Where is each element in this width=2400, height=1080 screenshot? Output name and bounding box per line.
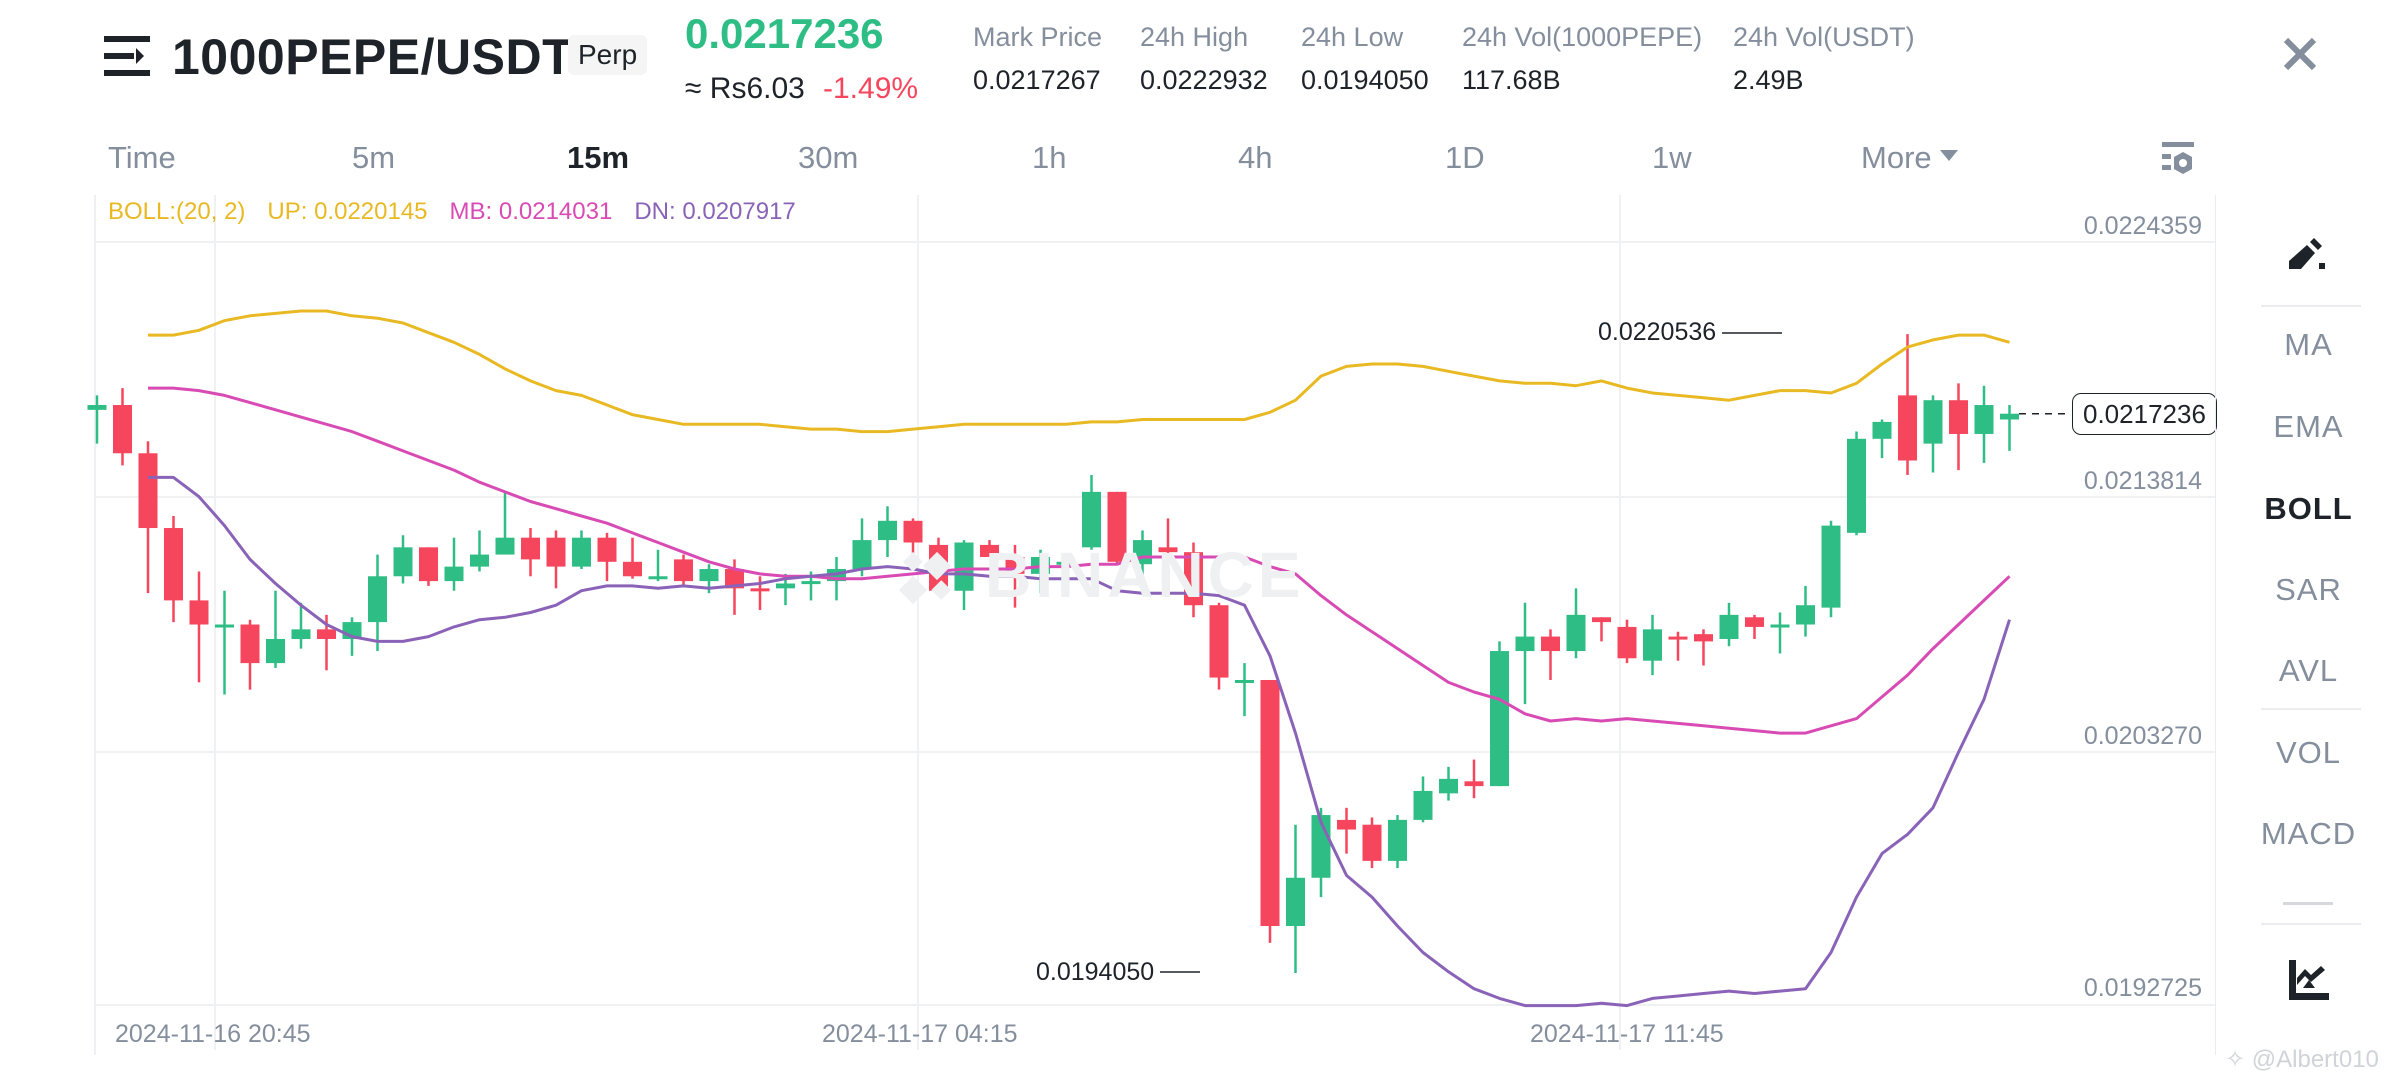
candlestick-chart[interactable]: [0, 0, 2215, 1060]
tab-more-label: More: [1861, 140, 1932, 175]
stat-value: 0.0222932: [1140, 65, 1268, 95]
tab-1d[interactable]: 1D: [1445, 140, 1485, 175]
stat-label: Mark Price: [973, 22, 1103, 52]
binance-small-logo-icon: ✧: [2225, 1046, 2252, 1073]
sidebar-more-cutoff[interactable]: [2283, 902, 2333, 905]
credit-watermark: ✧ @Albert010: [2225, 1045, 2379, 1074]
tab-5m[interactable]: 5m: [352, 140, 396, 175]
stat-24h-low: 24h Low 0.0194050: [1301, 22, 1429, 96]
boll-legend: BOLL:(20, 2) UP: 0.0220145 MB: 0.0214031 DN…: [108, 198, 818, 226]
stat-mark-price: Mark Price 0.0217267: [973, 22, 1102, 96]
draw-tool-icon[interactable]: [2289, 233, 2329, 273]
sidebar-item-macd[interactable]: MACD: [2260, 816, 2357, 851]
stat-value: 0.0217267: [973, 65, 1101, 95]
sidebar-item-ema[interactable]: EMA: [2273, 409, 2344, 444]
tab-1w[interactable]: 1w: [1652, 140, 1692, 175]
close-icon[interactable]: [2280, 34, 2320, 74]
stat-24h-vol-base: 24h Vol(1000PEPE) 117.68B: [1462, 22, 1702, 96]
y-axis-label: 0.0192725: [2083, 974, 2202, 1002]
stat-value: 0.0194050: [1301, 65, 1429, 95]
last-price: 0.0217236: [685, 10, 884, 57]
caret-down-icon: [1939, 150, 1958, 162]
binance-watermark: BINANCE: [898, 538, 1305, 612]
tab-15m[interactable]: 15m: [567, 140, 630, 175]
stat-value: 117.68B: [1462, 65, 1561, 95]
tab-time[interactable]: Time: [108, 140, 176, 175]
x-axis-label: 2024-11-17 11:45: [1530, 1020, 1724, 1048]
price-change-percent: -1.49%: [823, 72, 919, 105]
tab-30m[interactable]: 30m: [798, 140, 859, 175]
chart-settings-icon[interactable]: [2160, 142, 2196, 176]
stat-label: 24h Low: [1301, 22, 1404, 52]
sidebar-item-boll[interactable]: BOLL: [2264, 491, 2353, 526]
sidebar-divider: [2261, 708, 2361, 710]
boll-up-value: UP: 0.0220145: [267, 198, 428, 225]
sidebar-item-ma[interactable]: MA: [2284, 327, 2333, 362]
x-axis-label: 2024-11-17 04:15: [822, 1020, 1018, 1048]
boll-params: BOLL:(20, 2): [108, 198, 246, 225]
current-price-tag: 0.0217236: [2072, 393, 2217, 435]
boll-mb-value: MB: 0.0214031: [449, 198, 613, 225]
tab-more[interactable]: More: [1861, 140, 1958, 176]
stat-label: 24h Vol(1000PEPE): [1462, 22, 1703, 52]
credit-text: @Albert010: [2251, 1046, 2379, 1073]
approx-local-price: ≈ Rs6.03: [685, 72, 805, 105]
y-axis-label: 0.0213814: [2083, 467, 2202, 495]
high-price-annotation: 0.0220536: [1598, 318, 1717, 346]
sidebar-divider: [2261, 923, 2361, 925]
indicator-chart-icon[interactable]: [2289, 960, 2329, 1000]
stat-label: 24h Vol(USDT): [1733, 22, 1915, 52]
sidebar-item-avl[interactable]: AVL: [2278, 653, 2339, 688]
y-axis-label: 0.0224359: [2083, 212, 2202, 240]
indicator-sidebar: MA EMA BOLL SAR AVL VOL MACD: [2215, 195, 2400, 1055]
x-axis-label: 2024-11-16 20:45: [115, 1020, 311, 1048]
low-price-annotation: 0.0194050: [1036, 958, 1155, 986]
contract-type-badge: Perp: [568, 35, 648, 75]
sidebar-item-vol[interactable]: VOL: [2275, 735, 2342, 770]
tab-4h[interactable]: 4h: [1238, 140, 1273, 175]
menu-expand-icon[interactable]: [104, 36, 150, 76]
sidebar-divider: [2261, 305, 2361, 307]
stat-value: 2.49B: [1733, 65, 1804, 95]
watermark-text: BINANCE: [985, 539, 1305, 611]
pair-title[interactable]: 1000PEPE/USDT: [172, 29, 574, 85]
y-axis-label: 0.0203270: [2083, 722, 2202, 750]
tab-1h[interactable]: 1h: [1032, 140, 1067, 175]
stat-label: 24h High: [1140, 22, 1249, 52]
binance-logo-icon: [898, 551, 952, 605]
sidebar-item-sar[interactable]: SAR: [2275, 572, 2342, 607]
stat-24h-vol-quote: 24h Vol(USDT) 2.49B: [1733, 22, 1915, 96]
boll-dn-value: DN: 0.0207917: [634, 198, 796, 225]
stat-24h-high: 24h High 0.0222932: [1140, 22, 1268, 96]
